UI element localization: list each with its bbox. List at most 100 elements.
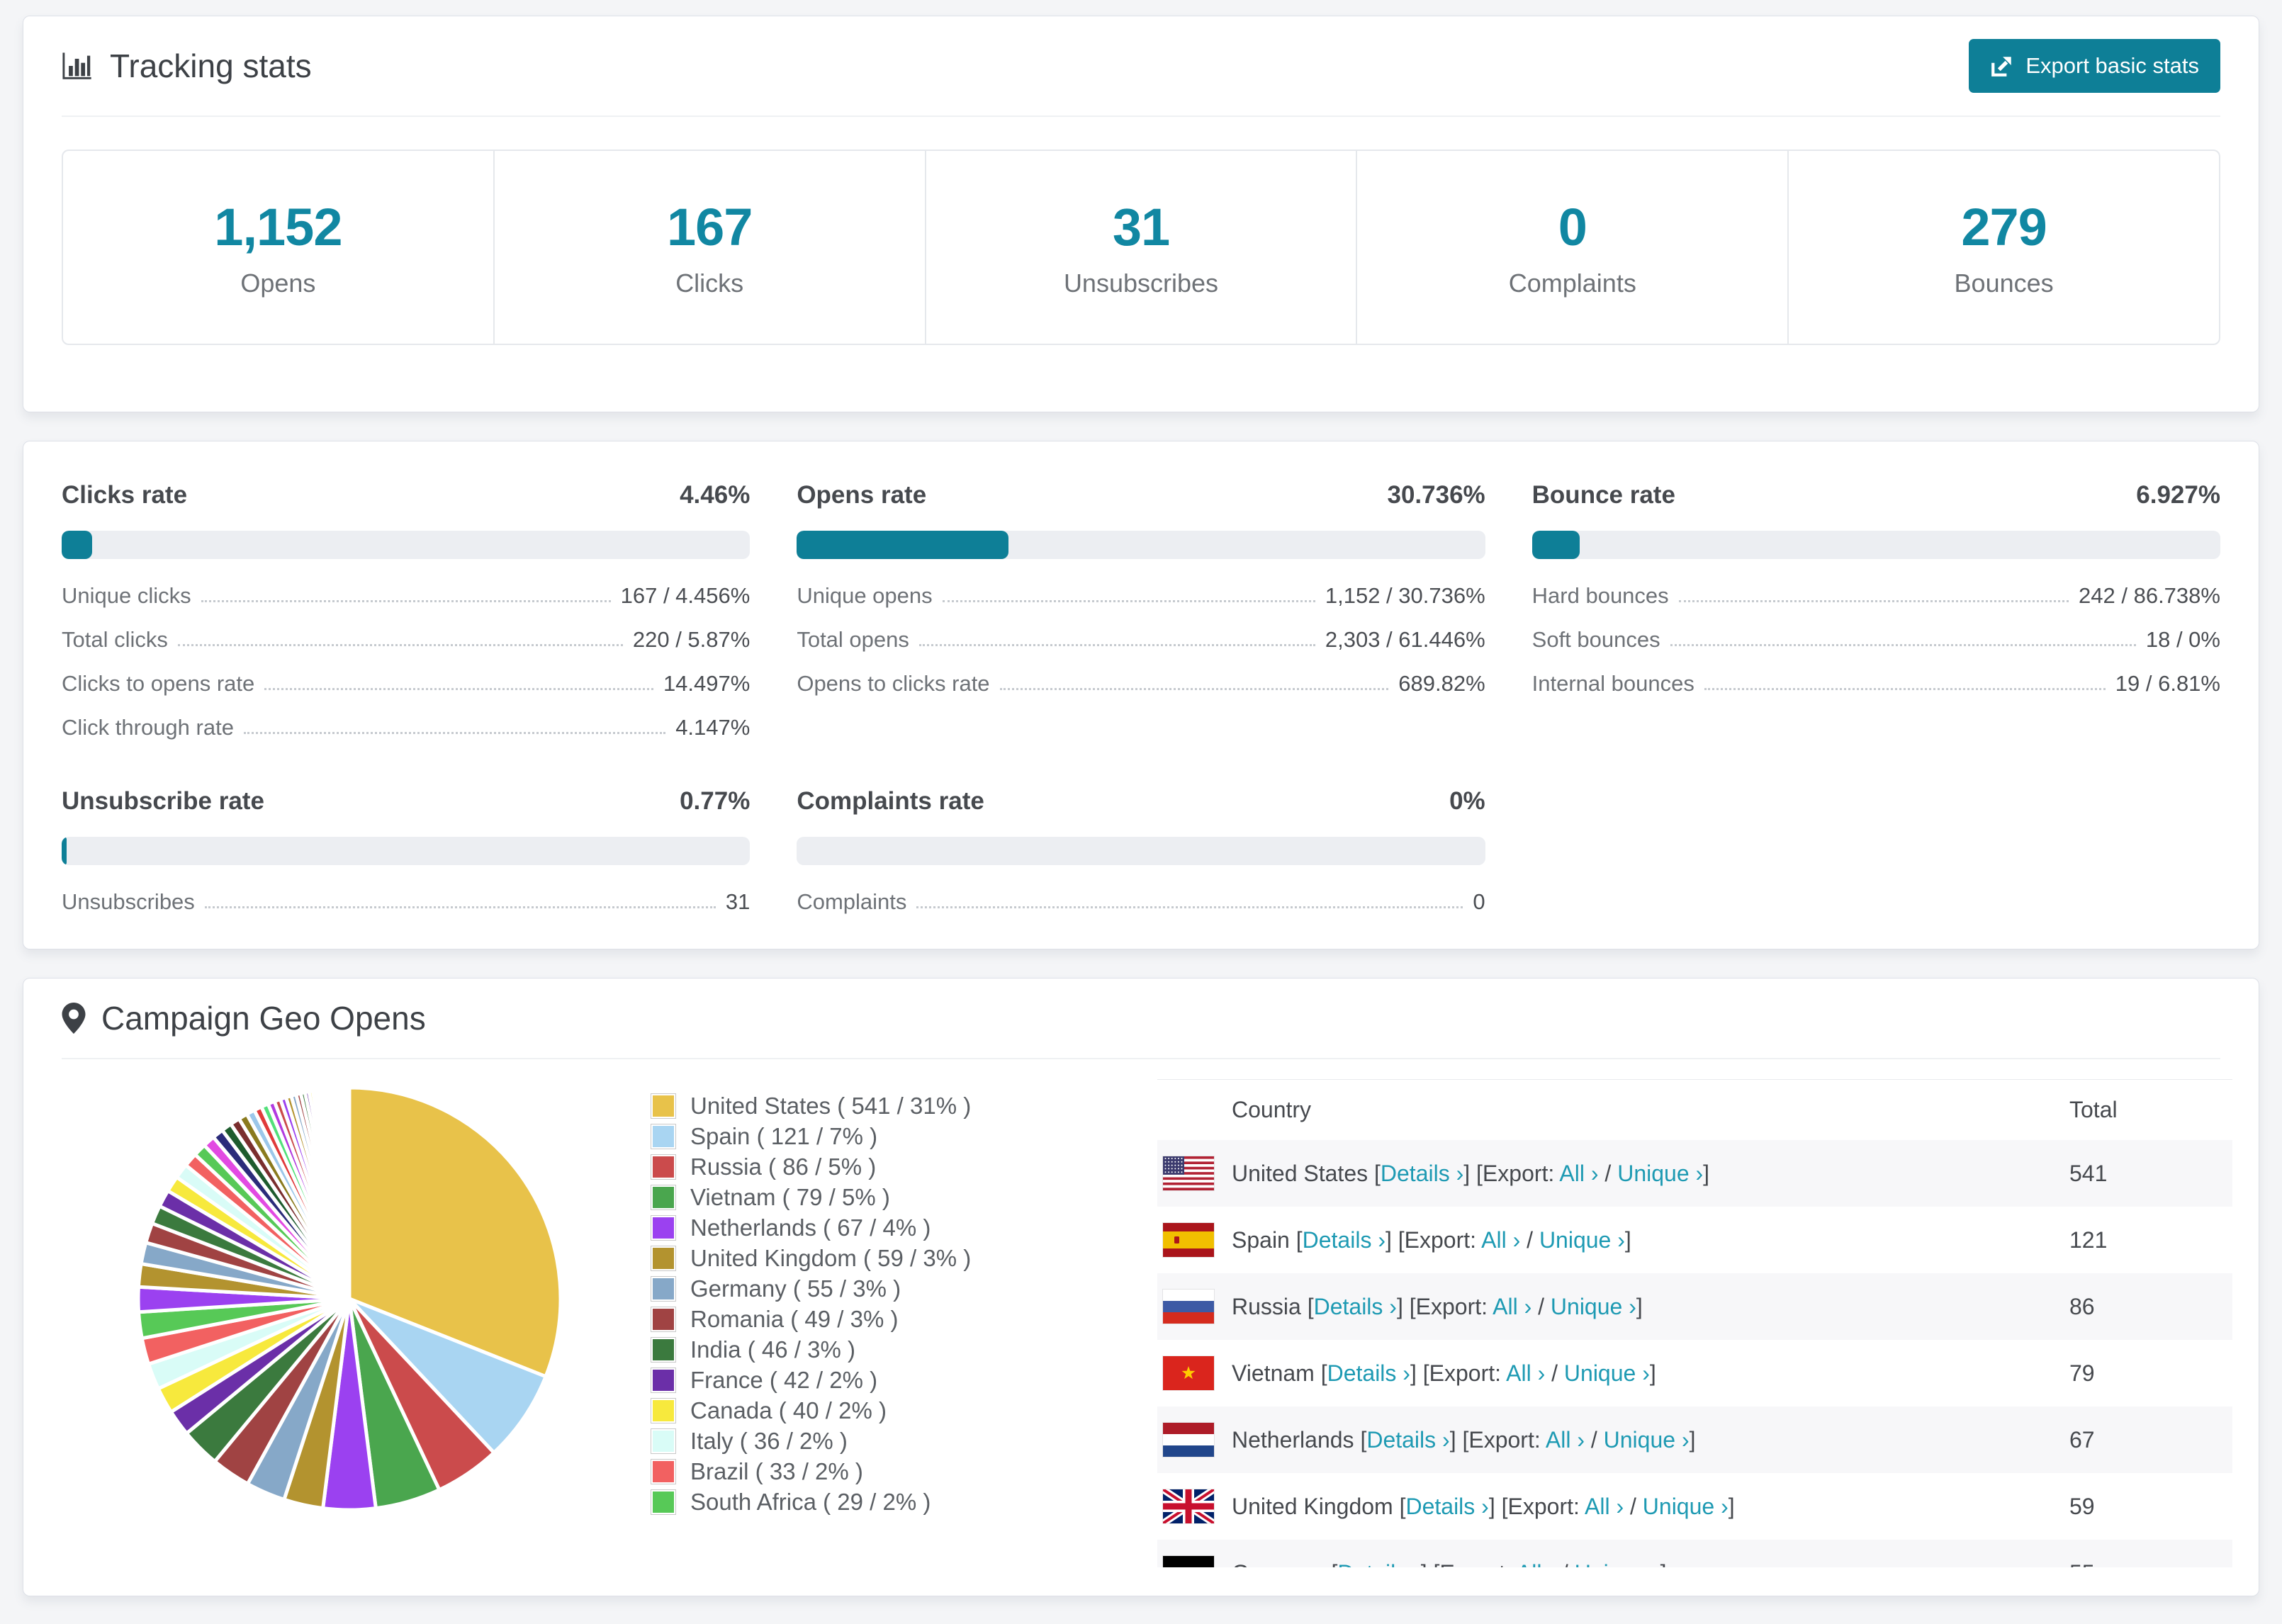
legend-item-italy[interactable]: Italy ( 36 / 2% ) [651, 1426, 1047, 1456]
tracking-stats-header: Tracking stats Export basic stats [62, 16, 2220, 117]
pie-slice-united-states[interactable] [347, 1086, 563, 1379]
metric-label: Total clicks [62, 627, 168, 652]
stat-value-opens: 1,152 [214, 197, 342, 256]
tracking-stats-title: Tracking stats [62, 47, 312, 85]
dotted-leader [942, 600, 1315, 602]
legend-item-germany[interactable]: Germany ( 55 / 3% ) [651, 1273, 1047, 1304]
page-title: Tracking stats [110, 47, 312, 84]
legend-item-russia[interactable]: Russia ( 86 / 5% ) [651, 1151, 1047, 1182]
russia-flag-icon [1163, 1290, 1214, 1324]
legend-swatch [651, 1275, 676, 1302]
metric-label: Soft bounces [1531, 627, 1660, 652]
progress-fill [62, 531, 93, 559]
legend-item-united-kingdom[interactable]: United Kingdom ( 59 / 3% ) [651, 1243, 1047, 1273]
dotted-leader [204, 906, 716, 908]
progress-fill [62, 837, 67, 865]
legend-label: Italy ( 36 / 2% ) [690, 1427, 848, 1454]
legend-swatch [651, 1214, 676, 1241]
export-basic-stats-button[interactable]: Export basic stats [1969, 39, 2220, 93]
rate-value: 0.77% [680, 787, 751, 815]
legend-item-netherlands[interactable]: Netherlands ( 67 / 4% ) [651, 1212, 1047, 1243]
legend-item-canada[interactable]: Canada ( 40 / 2% ) [651, 1395, 1047, 1426]
export-all-link-netherlands[interactable]: All › [1545, 1426, 1585, 1453]
details-link-vietnam[interactable]: Details › [1327, 1360, 1410, 1386]
export-all-link-russia[interactable]: All › [1493, 1293, 1532, 1319]
export-unique-link-netherlands[interactable]: Unique › [1603, 1426, 1690, 1453]
legend-item-united-states[interactable]: United States ( 541 / 31% ) [651, 1090, 1047, 1121]
details-link-russia[interactable]: Details › [1313, 1293, 1397, 1319]
united-kingdom-flag-icon [1163, 1489, 1214, 1523]
legend-item-brazil[interactable]: Brazil ( 33 / 2% ) [651, 1456, 1047, 1487]
metric-label: Internal bounces [1531, 671, 1694, 696]
export-all-link-vietnam[interactable]: All › [1506, 1360, 1546, 1386]
legend-label: Russia ( 86 / 5% ) [690, 1153, 877, 1180]
details-link-spain[interactable]: Details › [1302, 1227, 1386, 1253]
details-link-netherlands[interactable]: Details › [1366, 1426, 1450, 1453]
pie-slice-spain[interactable] [347, 1297, 548, 1455]
rate-rows: Hard bounces 242 / 86.738% Soft bounces 18 … [1532, 583, 2220, 697]
spain-flag-icon [1163, 1223, 1214, 1257]
stat-label-opens: Opens [240, 268, 316, 298]
stat-label-unsubscribes: Unsubscribes [1063, 268, 1219, 298]
legend-swatch [651, 1397, 676, 1423]
geo-row-russia: Russia [Details ›] [Export: All › / Uniq… [1157, 1273, 2232, 1340]
export-unique-link-united-states[interactable]: Unique › [1617, 1160, 1704, 1186]
stat-label-bounces: Bounces [1954, 268, 2054, 298]
metric-label: Unsubscribes [62, 889, 195, 914]
metric-value: 220 / 5.87% [632, 627, 751, 652]
metric-row-total-opens: Total opens 2,303 / 61.446% [797, 627, 1485, 653]
legend-item-france[interactable]: France ( 42 / 2% ) [651, 1365, 1047, 1395]
geo-row-total: 541 [2069, 1160, 2108, 1186]
metric-value: 4.147% [675, 715, 751, 740]
stat-value-clicks: 167 [666, 197, 753, 256]
export-unique-link-vietnam[interactable]: Unique › [1563, 1360, 1650, 1386]
metric-value: 242 / 86.738% [2079, 583, 2220, 608]
rate-head-bounce-rate: Bounce rate 6.927% [1532, 481, 2220, 509]
rate-rows: Unique opens 1,152 / 30.736% Total opens 2,… [797, 583, 1485, 697]
details-link-united-kingdom[interactable]: Details › [1405, 1493, 1489, 1519]
geo-row-total: 121 [2069, 1227, 2108, 1253]
metric-row-total-clicks: Total clicks 220 / 5.87% [62, 627, 750, 653]
country-name: Netherlands [1232, 1426, 1361, 1453]
dotted-leader [1670, 644, 2136, 646]
progress-bar-clicks-rate [62, 531, 751, 559]
metric-row-hard-bounces: Hard bounces 242 / 86.738% [1532, 583, 2220, 609]
geo-opens-card: Campaign Geo Opens United States ( 541 /… [23, 978, 2259, 1596]
metric-row-internal-bounces: Internal bounces 19 / 6.81% [1532, 671, 2220, 697]
geo-row-spain: Spain [Details ›] [Export: All › / Uniqu… [1157, 1207, 2232, 1273]
export-all-link-spain[interactable]: All › [1481, 1227, 1521, 1253]
metric-value: 689.82% [1398, 671, 1485, 696]
geo-row-vietnam: Vietnam [Details ›] [Export: All › / Uni… [1157, 1340, 2232, 1406]
rates-card: Clicks rate 4.46% Unique clicks 167 / 4.456… [23, 441, 2259, 949]
export-unique-link-united-kingdom[interactable]: Unique › [1642, 1493, 1729, 1519]
metric-row-opens-to-clicks-rate: Opens to clicks rate 689.82% [797, 671, 1485, 697]
export-all-link-united-kingdom[interactable]: All › [1585, 1493, 1624, 1519]
legend-label: United States ( 541 / 31% ) [690, 1092, 972, 1119]
export-unique-link-russia[interactable]: Unique › [1550, 1293, 1636, 1319]
country-name: Russia [1232, 1293, 1308, 1319]
details-link-germany[interactable]: Details › [1337, 1560, 1420, 1568]
legend-swatch [651, 1458, 676, 1484]
export-all-link-germany[interactable]: All › [1517, 1560, 1556, 1568]
legend-item-romania[interactable]: Romania ( 49 / 3% ) [651, 1304, 1047, 1334]
export-unique-link-spain[interactable]: Unique › [1539, 1227, 1625, 1253]
export-unique-link-germany[interactable]: Unique › [1575, 1560, 1660, 1568]
metric-value: 18 / 0% [2145, 627, 2220, 652]
stat-value-complaints: 0 [1558, 197, 1587, 256]
export-all-link-united-states[interactable]: All › [1559, 1160, 1599, 1186]
stat-value-unsubscribes: 31 [1112, 197, 1170, 256]
geo-pie-chart [130, 1079, 569, 1518]
legend-item-vietnam[interactable]: Vietnam ( 79 / 5% ) [651, 1182, 1047, 1212]
legend-swatch [651, 1245, 676, 1271]
legend-item-spain[interactable]: Spain ( 121 / 7% ) [651, 1121, 1047, 1151]
rate-panel-bounce-rate: Bounce rate 6.927% Hard bounces 242 / 86.73… [1531, 481, 2220, 740]
legend-item-south-africa[interactable]: South Africa ( 29 / 2% ) [651, 1487, 1047, 1517]
rate-value: 30.736% [1387, 481, 1485, 509]
rate-head-unsubscribe-rate: Unsubscribe rate 0.77% [62, 787, 750, 816]
geo-row-country: Russia [Details ›] [Export: All › / Uniq… [1232, 1293, 1643, 1319]
stat-cell-opens: 1,152 Opens [63, 151, 495, 344]
details-link-united-states[interactable]: Details › [1380, 1160, 1464, 1186]
legend-label: India ( 46 / 3% ) [690, 1336, 855, 1363]
legend-swatch [651, 1428, 676, 1454]
legend-item-india[interactable]: India ( 46 / 3% ) [651, 1334, 1047, 1365]
